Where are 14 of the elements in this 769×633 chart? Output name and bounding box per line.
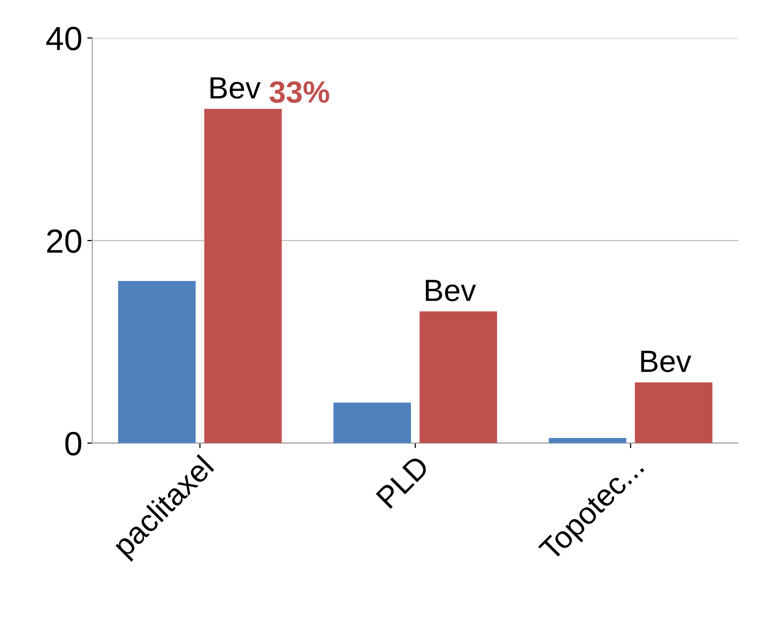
data-label: 33%	[270, 81, 330, 103]
y-tick-label: 20	[47, 229, 82, 253]
bar	[333, 402, 411, 444]
bar	[634, 382, 712, 444]
x-tick-label: PLD	[376, 454, 430, 509]
annotation: Bev	[426, 280, 476, 302]
bar	[548, 438, 626, 444]
bar	[204, 108, 282, 444]
y-tick-label: 40	[46, 26, 82, 50]
annotation: Bev	[641, 350, 692, 372]
bar	[118, 281, 196, 444]
annotation: Bev	[210, 77, 261, 99]
y-tick-label: 0	[65, 432, 82, 456]
bar	[420, 311, 498, 444]
